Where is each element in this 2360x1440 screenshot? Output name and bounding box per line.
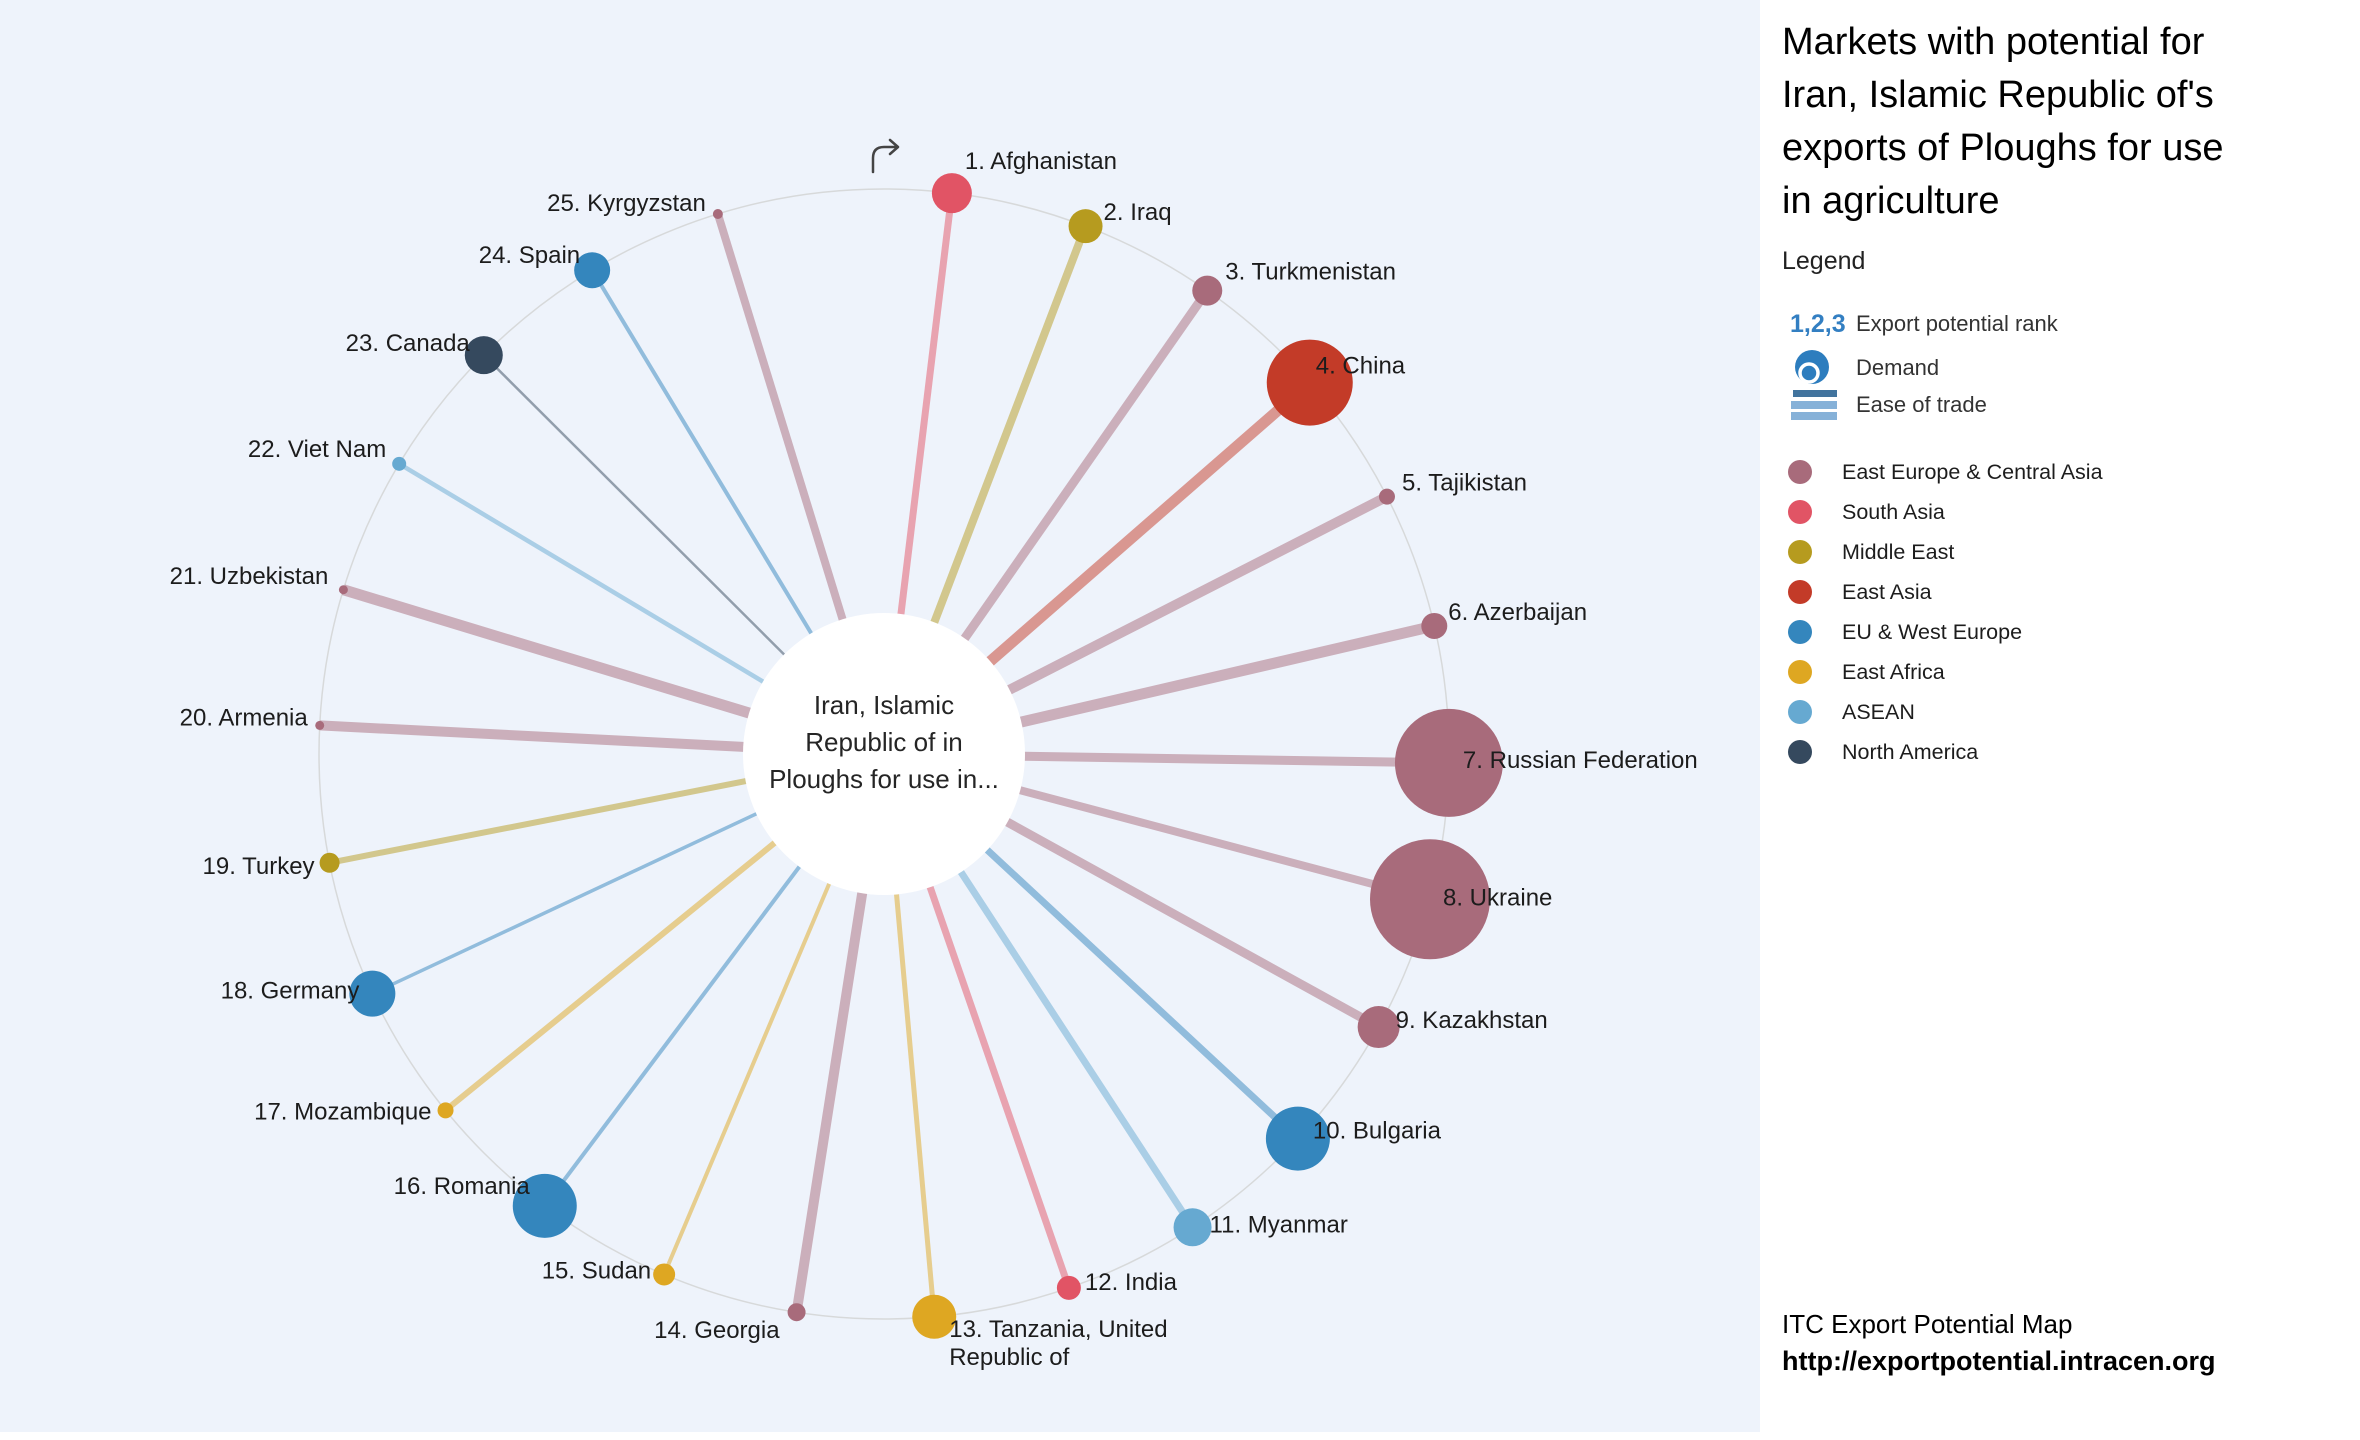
country-label-myanmar[interactable]: 11. Myanmar — [1210, 1211, 1348, 1238]
bubble-tanzania-united-republic-of[interactable] — [912, 1294, 957, 1339]
bubble-turkmenistan[interactable] — [1192, 275, 1223, 306]
bubble-iraq[interactable] — [1068, 209, 1103, 244]
region-label: EU & West Europe — [1842, 619, 2023, 644]
legend-region-north-america: North America — [1788, 732, 1978, 772]
legend-region-middle-east: Middle East — [1788, 532, 1954, 572]
center-node-label: Iran, Islamic Republic of in Ploughs for u… — [769, 690, 999, 794]
rotate-arrow-icon[interactable] — [871, 138, 900, 174]
country-label-romania[interactable]: 16. Romania — [394, 1172, 531, 1199]
bubble-mozambique[interactable] — [437, 1102, 454, 1119]
country-label-canada[interactable]: 23. Canada — [346, 330, 471, 357]
country-label-kyrgyzstan[interactable]: 25. Kyrgyzstan — [547, 189, 706, 216]
country-label-mozambique[interactable]: 17. Mozambique — [254, 1098, 431, 1125]
bubble-china[interactable] — [1266, 339, 1353, 426]
region-label: East Asia — [1842, 579, 1932, 604]
legend-region-asean: ASEAN — [1788, 692, 1915, 732]
country-label-china[interactable]: 4. China — [1316, 352, 1406, 379]
bubble-turkey[interactable] — [319, 852, 340, 873]
bubble-germany[interactable] — [349, 970, 396, 1017]
legend-region-eu-west-europe: EU & West Europe — [1788, 612, 2022, 652]
region-label: North America — [1842, 739, 1979, 764]
region-swatch-icon — [1788, 620, 1812, 644]
bubble-uzbekistan[interactable] — [338, 585, 348, 595]
bubble-ukraine[interactable] — [1370, 839, 1491, 960]
bubble-georgia[interactable] — [787, 1303, 806, 1322]
country-label-azerbaijan[interactable]: 6. Azerbaijan — [1448, 598, 1587, 625]
rank-numbers-icon: 1,2,3 — [1790, 310, 1856, 339]
country-label-spain[interactable]: 24. Spain — [479, 242, 580, 269]
bubble-russian-federation[interactable] — [1394, 708, 1503, 817]
bubble-sudan[interactable] — [653, 1263, 676, 1286]
legend-item-label: Ease of trade — [1856, 392, 1987, 417]
radial-chart-area: Iran, Islamic Republic of in Ploughs for u… — [0, 0, 1760, 1432]
region-label: South Asia — [1842, 499, 1945, 524]
country-label-georgia[interactable]: 14. Georgia — [654, 1317, 780, 1344]
country-label-afghanistan[interactable]: 1. Afghanistan — [965, 148, 1117, 175]
legend-item-demand: Demand — [1790, 350, 1939, 386]
legend-region-east-africa: East Africa — [1788, 652, 1945, 692]
legend-item-label: Demand — [1856, 355, 1940, 380]
rank-symbol-text: 1,2,3 — [1790, 309, 1846, 338]
bubble-armenia[interactable] — [315, 720, 325, 730]
legend-heading: Legend — [1782, 247, 1866, 275]
region-label: East Europe & Central Asia — [1842, 459, 2103, 484]
country-label-turkmenistan[interactable]: 3. Turkmenistan — [1225, 258, 1396, 285]
region-swatch-icon — [1788, 700, 1812, 724]
country-label-india[interactable]: 12. India — [1085, 1268, 1178, 1295]
region-swatch-icon — [1788, 580, 1812, 604]
center-node — [743, 613, 1025, 895]
ease-of-trade-icon — [1790, 388, 1856, 422]
country-label-viet-nam[interactable]: 22. Viet Nam — [248, 435, 386, 462]
region-label: ASEAN — [1842, 699, 1915, 724]
bubble-tajikistan[interactable] — [1378, 488, 1395, 505]
country-label-tajikistan[interactable]: 5. Tajikistan — [1402, 469, 1527, 496]
footer-app-name: ITC Export Potential Map — [1782, 1309, 2073, 1339]
country-label-russian-federation[interactable]: 7. Russian Federation — [1463, 746, 1698, 773]
region-swatch-icon — [1788, 740, 1812, 764]
bubble-viet-nam[interactable] — [392, 456, 407, 471]
legend-region-east-europe-central-asia: East Europe & Central Asia — [1788, 452, 2103, 492]
legend-region-east-asia: East Asia — [1788, 572, 1932, 612]
legend-item-ease: Ease of trade — [1790, 387, 1987, 423]
footer: ITC Export Potential Map http://exportpo… — [1782, 1306, 2216, 1380]
region-swatch-icon — [1788, 660, 1812, 684]
demand-bubble-icon — [1790, 348, 1856, 388]
bubble-afghanistan[interactable] — [931, 173, 972, 214]
country-label-kazakhstan[interactable]: 9. Kazakhstan — [1396, 1007, 1548, 1034]
country-label-iraq[interactable]: 2. Iraq — [1104, 199, 1172, 226]
bubble-myanmar[interactable] — [1173, 1208, 1212, 1247]
region-swatch-icon — [1788, 500, 1812, 524]
region-label: Middle East — [1842, 539, 1955, 564]
region-swatch-icon — [1788, 460, 1812, 484]
bubble-bulgaria[interactable] — [1265, 1106, 1330, 1171]
page-title: Markets with potential for Iran, Islamic… — [1782, 21, 2224, 222]
legend-region-south-asia: South Asia — [1788, 492, 1945, 532]
side-panel: Markets with potential for Iran, Islamic… — [1760, 0, 2360, 1440]
legend-item-rank: 1,2,3 Export potential rank — [1790, 306, 2058, 342]
country-label-tanzania-united-republic-of[interactable]: 13. Tanzania, United Republic of — [949, 1315, 1167, 1370]
bubble-azerbaijan[interactable] — [1421, 612, 1448, 639]
country-label-sudan[interactable]: 15. Sudan — [542, 1257, 651, 1284]
bubble-spain[interactable] — [574, 252, 611, 289]
footer-url: http://exportpotential.intracen.org — [1782, 1346, 2216, 1376]
bubble-canada[interactable] — [464, 336, 503, 375]
country-label-bulgaria[interactable]: 10. Bulgaria — [1313, 1117, 1442, 1144]
country-label-ukraine[interactable]: 8. Ukraine — [1443, 884, 1552, 911]
bubble-romania[interactable] — [512, 1173, 577, 1238]
country-label-armenia[interactable]: 20. Armenia — [180, 704, 309, 731]
country-label-germany[interactable]: 18. Germany — [221, 977, 360, 1004]
region-swatch-icon — [1788, 540, 1812, 564]
country-label-turkey[interactable]: 19. Turkey — [203, 852, 315, 879]
region-label: East Africa — [1842, 659, 1945, 684]
bubble-kazakhstan[interactable] — [1357, 1006, 1400, 1049]
bubble-india[interactable] — [1056, 1275, 1081, 1300]
bubble-kyrgyzstan[interactable] — [712, 208, 723, 219]
legend-item-label: Export potential rank — [1856, 311, 2058, 336]
radial-bubble-chart: Iran, Islamic Republic of in Ploughs for u… — [170, 138, 1698, 1370]
country-label-uzbekistan[interactable]: 21. Uzbekistan — [170, 562, 329, 589]
